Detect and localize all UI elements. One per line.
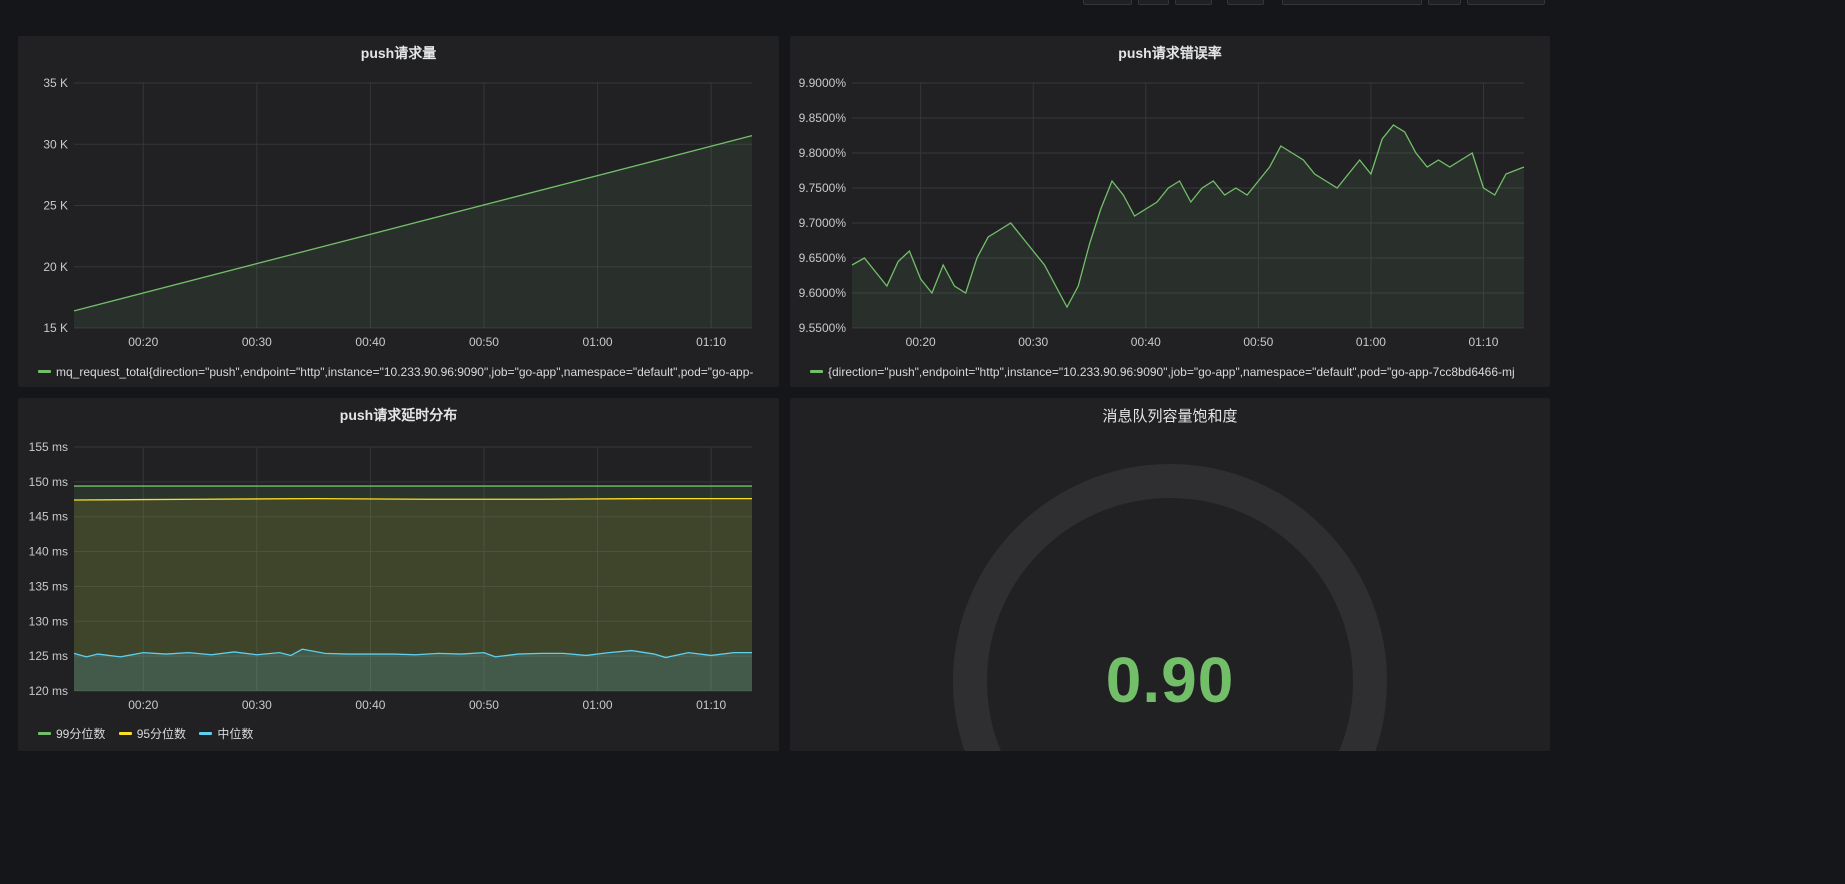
series-area xyxy=(74,135,752,328)
gauge-track xyxy=(953,464,1387,751)
x-tick-label: 01:10 xyxy=(696,698,726,712)
x-tick-label: 01:00 xyxy=(1356,335,1386,349)
series-area xyxy=(852,125,1524,328)
panel-error-rate: push请求错误率 9.5500% 9.6000% 9.6500% 9.7000% 9.… xyxy=(790,36,1550,387)
zoom-out-button[interactable] xyxy=(1428,0,1461,5)
legend-item[interactable]: mq_request_total{direction="push",endpoi… xyxy=(38,365,753,379)
gauge-value: 0.90 xyxy=(1105,644,1235,716)
y-tick-label: 125 ms xyxy=(29,649,68,663)
toolbar-button[interactable] xyxy=(1175,0,1212,5)
legend-swatch xyxy=(199,732,213,735)
legend-label: 95分位数 xyxy=(136,727,187,741)
x-tick-label: 00:40 xyxy=(355,698,385,712)
legend-label: 99分位数 xyxy=(56,727,106,741)
legend-item[interactable]: {direction="push",endpoint="http",instan… xyxy=(810,365,1515,379)
series-line[interactable] xyxy=(851,124,1525,309)
x-tick-label: 01:10 xyxy=(696,335,726,349)
panel-push-total: push请求量 15 K 20 K 25 K 30 K 35 K 00:20 00:30 00… xyxy=(18,36,779,387)
series-area xyxy=(74,498,752,691)
x-tick-label: 00:40 xyxy=(355,335,385,349)
y-tick-label: 140 ms xyxy=(29,545,68,559)
toolbar-button[interactable] xyxy=(1083,0,1132,5)
gauge xyxy=(953,464,1387,751)
chart-legend: {direction="push",endpoint="http",instan… xyxy=(810,362,1546,379)
x-tick-label: 01:00 xyxy=(583,698,613,712)
toolbar-button[interactable] xyxy=(1138,0,1169,5)
x-tick-label: 00:20 xyxy=(128,698,158,712)
y-tick-label: 9.7000% xyxy=(799,216,847,230)
legend-label: 中位数 xyxy=(217,727,254,741)
y-tick-label: 9.8500% xyxy=(799,111,847,125)
panel-title[interactable]: push请求错误率 xyxy=(1118,45,1222,61)
x-tick-label: 00:30 xyxy=(242,698,272,712)
panel-title[interactable]: 消息队列容量饱和度 xyxy=(1102,408,1238,425)
series-line[interactable] xyxy=(73,497,752,501)
x-tick-label: 00:40 xyxy=(1131,335,1161,349)
x-tick-label: 00:20 xyxy=(128,335,158,349)
legend-swatch xyxy=(38,732,51,735)
y-tick-label: 25 K xyxy=(43,199,68,213)
y-tick-label: 145 ms xyxy=(29,510,68,524)
time-range-picker[interactable] xyxy=(1282,0,1422,5)
y-tick-label: 15 K xyxy=(43,321,68,335)
legend-item-p95[interactable]: 95分位数 xyxy=(118,725,187,742)
panel-latency: push请求延时分布 120 ms 125 ms 130 ms 135 ms 140 m… xyxy=(18,398,779,751)
y-tick-label: 120 ms xyxy=(29,684,68,698)
chart-legend: 99分位数 95分位数 中位数 xyxy=(38,724,775,742)
x-tick-label: 00:50 xyxy=(469,335,499,349)
y-tick-label: 9.8000% xyxy=(799,146,847,160)
panel-title[interactable]: push请求延时分布 xyxy=(339,407,458,423)
series-area xyxy=(74,649,752,691)
y-tick-label: 155 ms xyxy=(29,440,68,454)
toolbar-button[interactable] xyxy=(1227,0,1264,5)
y-tick-label: 9.6500% xyxy=(799,251,847,265)
legend-swatch xyxy=(810,370,823,373)
x-tick-label: 00:50 xyxy=(469,698,499,712)
legend-item-p99[interactable]: 99分位数 xyxy=(38,725,105,742)
y-tick-label: 9.6000% xyxy=(799,286,847,300)
legend-swatch xyxy=(118,732,132,735)
legend-item-median[interactable]: 中位数 xyxy=(199,725,253,742)
y-tick-label: 35 K xyxy=(43,76,68,90)
chart-error-rate: 9.5500% 9.6000% 9.6500% 9.7000% 9.7500% 9.800… xyxy=(799,76,1525,349)
refresh-button[interactable] xyxy=(1467,0,1545,5)
legend-swatch xyxy=(38,370,51,373)
series-line[interactable] xyxy=(73,648,752,659)
chart-push-total: 15 K 20 K 25 K 30 K 35 K 00:20 00:30 00:40 00:50… xyxy=(43,76,753,349)
y-tick-label: 135 ms xyxy=(29,579,68,593)
x-tick-label: 00:30 xyxy=(1018,335,1048,349)
y-tick-label: 20 K xyxy=(43,260,68,274)
series-line[interactable] xyxy=(73,135,753,312)
y-tick-label: 150 ms xyxy=(29,475,68,489)
y-tick-label: 30 K xyxy=(43,137,68,151)
chart-legend: mq_request_total{direction="push",endpoi… xyxy=(38,362,775,379)
y-tick-label: 9.5500% xyxy=(799,321,847,335)
x-tick-label: 01:10 xyxy=(1468,335,1498,349)
panel-title[interactable]: push请求量 xyxy=(360,45,437,61)
x-tick-label: 00:50 xyxy=(1243,335,1273,349)
series-area xyxy=(74,486,752,691)
y-tick-label: 130 ms xyxy=(29,614,68,628)
x-tick-label: 00:20 xyxy=(906,335,936,349)
x-tick-label: 01:00 xyxy=(583,335,613,349)
x-tick-label: 00:30 xyxy=(242,335,272,349)
chart-latency: 120 ms 125 ms 130 ms 135 ms 140 ms 145 ms 150 … xyxy=(29,440,752,712)
legend-label: {direction="push",endpoint="http",instan… xyxy=(828,364,1515,379)
panel-saturation: 消息队列容量饱和度 0.90 xyxy=(790,398,1550,751)
legend-label: mq_request_total{direction="push",endpoi… xyxy=(56,364,754,379)
y-tick-label: 9.9000% xyxy=(799,76,847,90)
y-tick-label: 9.7500% xyxy=(799,181,847,195)
